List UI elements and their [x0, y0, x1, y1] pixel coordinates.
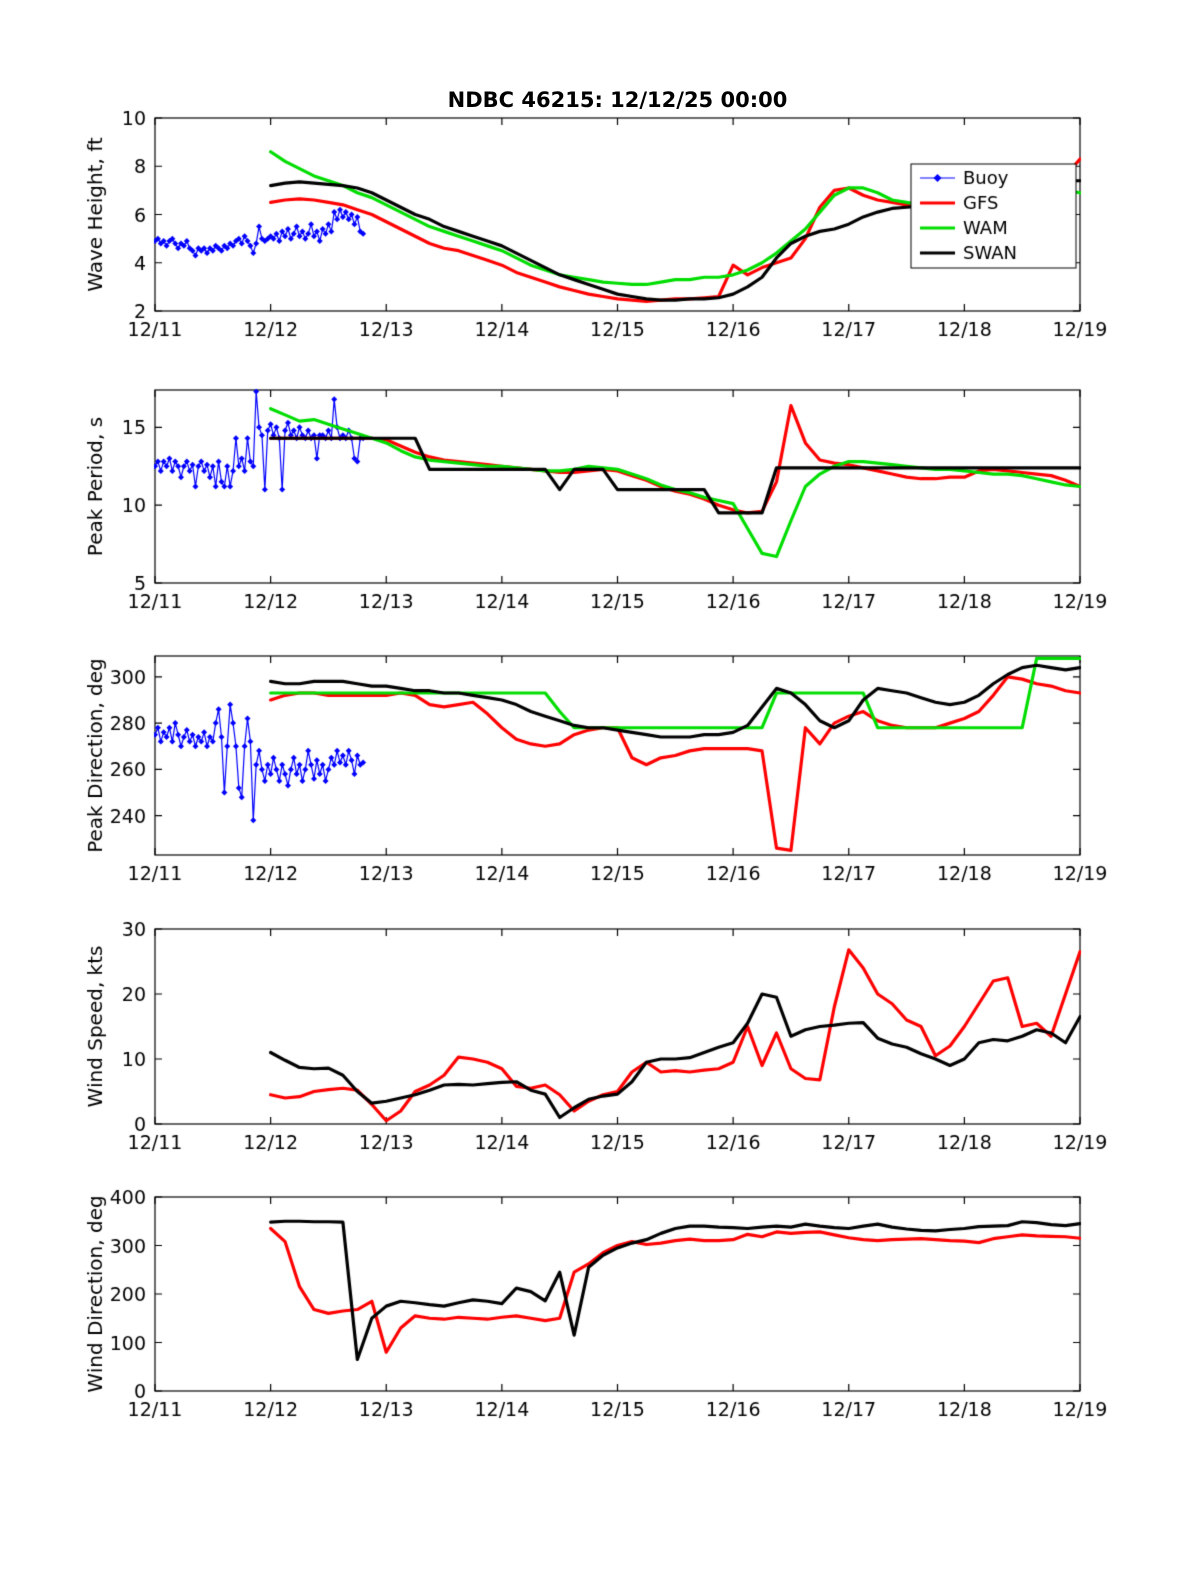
chart-canvas [0, 0, 1200, 1575]
